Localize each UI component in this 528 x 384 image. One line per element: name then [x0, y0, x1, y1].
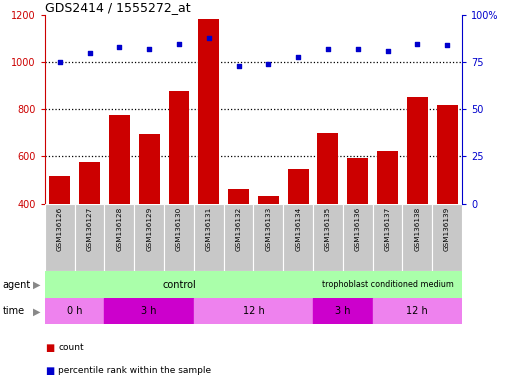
Text: ▶: ▶: [33, 306, 40, 316]
Text: 3 h: 3 h: [142, 306, 157, 316]
Bar: [373, 298, 462, 324]
Bar: [437, 105, 458, 204]
Text: 12 h: 12 h: [242, 306, 265, 316]
Text: percentile rank within the sample: percentile rank within the sample: [58, 366, 211, 375]
Text: agent: agent: [3, 280, 31, 290]
Text: GSM136132: GSM136132: [235, 207, 241, 251]
Text: GSM136130: GSM136130: [176, 207, 182, 251]
Bar: [253, 204, 283, 271]
Text: 12 h: 12 h: [407, 306, 428, 316]
Bar: [407, 96, 428, 204]
Bar: [45, 204, 74, 271]
Point: [55, 60, 64, 66]
Bar: [313, 204, 343, 271]
Text: control: control: [162, 280, 196, 290]
Point: [383, 48, 392, 54]
Bar: [49, 177, 70, 204]
Point: [413, 41, 421, 47]
Text: GSM136127: GSM136127: [87, 207, 92, 251]
Point: [175, 41, 183, 47]
Text: GSM136126: GSM136126: [57, 207, 63, 251]
Point: [204, 35, 213, 41]
Bar: [194, 298, 313, 324]
Bar: [45, 271, 313, 298]
Bar: [105, 204, 134, 271]
Text: GSM136136: GSM136136: [355, 207, 361, 251]
Bar: [402, 204, 432, 271]
Bar: [283, 204, 313, 271]
Text: GSM136133: GSM136133: [266, 207, 271, 251]
Bar: [199, 19, 219, 204]
Point: [234, 63, 243, 69]
Text: GSM136129: GSM136129: [146, 207, 152, 251]
Point: [354, 46, 362, 52]
Point: [115, 44, 124, 50]
Bar: [432, 204, 462, 271]
Bar: [194, 204, 224, 271]
Text: GSM136139: GSM136139: [444, 207, 450, 251]
Text: trophoblast conditioned medium: trophoblast conditioned medium: [322, 280, 454, 289]
Text: ■: ■: [45, 366, 54, 376]
Bar: [105, 298, 194, 324]
Bar: [109, 115, 130, 204]
Text: ▶: ▶: [33, 280, 40, 290]
Bar: [347, 158, 368, 204]
Text: GSM136138: GSM136138: [414, 207, 420, 251]
Point: [86, 50, 94, 56]
Bar: [288, 169, 308, 204]
Bar: [313, 298, 373, 324]
Bar: [228, 189, 249, 204]
Bar: [258, 197, 279, 204]
Bar: [79, 162, 100, 204]
Text: ■: ■: [45, 343, 54, 353]
Bar: [134, 204, 164, 271]
Text: GSM136128: GSM136128: [116, 207, 122, 251]
Text: time: time: [3, 306, 25, 316]
Point: [145, 46, 154, 52]
Text: count: count: [58, 343, 84, 352]
Bar: [45, 298, 105, 324]
Text: GSM136131: GSM136131: [206, 207, 212, 251]
Bar: [377, 151, 398, 204]
Point: [294, 54, 303, 60]
Bar: [317, 133, 338, 204]
Bar: [373, 204, 402, 271]
Text: 3 h: 3 h: [335, 306, 351, 316]
Text: 0 h: 0 h: [67, 306, 82, 316]
Point: [324, 46, 332, 52]
Text: GSM136134: GSM136134: [295, 207, 301, 251]
Text: GSM136135: GSM136135: [325, 207, 331, 251]
Bar: [343, 204, 373, 271]
Text: GDS2414 / 1555272_at: GDS2414 / 1555272_at: [45, 1, 191, 14]
Bar: [168, 91, 190, 204]
Bar: [74, 204, 105, 271]
Bar: [313, 271, 462, 298]
Point: [443, 42, 451, 48]
Bar: [164, 204, 194, 271]
Point: [264, 61, 272, 67]
Text: GSM136137: GSM136137: [384, 207, 391, 251]
Bar: [224, 204, 253, 271]
Bar: [139, 134, 159, 204]
